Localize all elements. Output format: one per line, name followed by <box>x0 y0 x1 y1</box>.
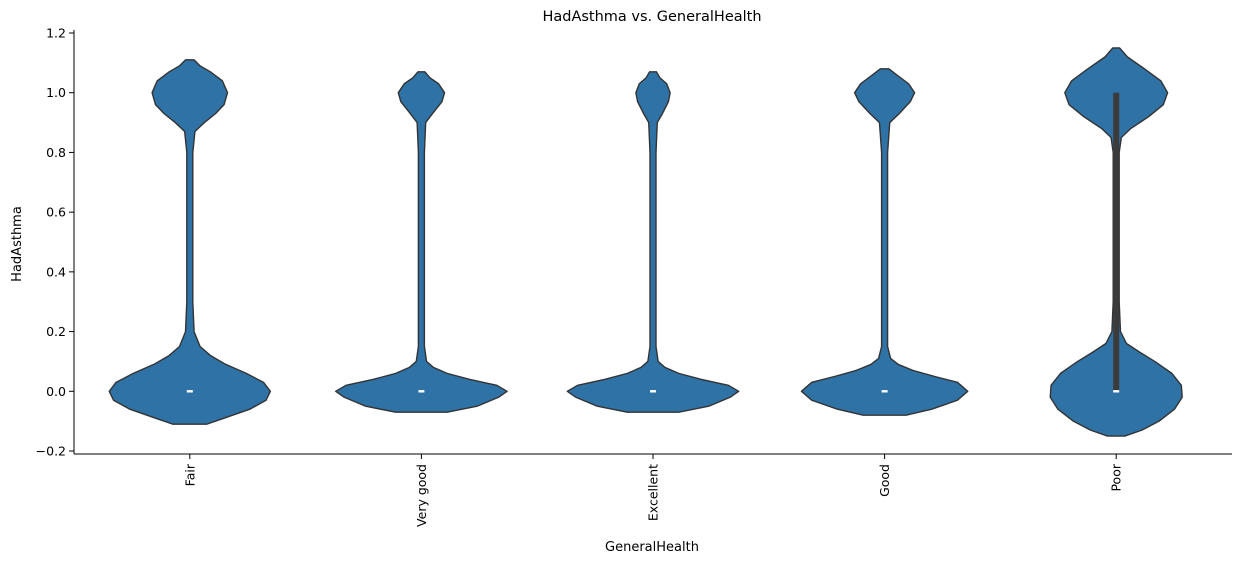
x-tick-label: Very good <box>414 464 429 527</box>
violin-body <box>335 71 508 413</box>
violin-iqr-bar <box>1113 92 1120 392</box>
violin-body <box>108 59 272 425</box>
violin-body <box>566 71 740 413</box>
y-tick-label: 0.4 <box>46 264 66 279</box>
violin-median-marker <box>186 390 193 393</box>
violins-group <box>108 47 1183 437</box>
x-tick-label: Poor <box>1109 463 1124 491</box>
y-axis-title: HadAsthma <box>10 206 25 282</box>
y-axis-ticks: −0.2 0.0 0.2 0.4 0.6 0.8 1.0 1.2 <box>36 25 74 459</box>
violin-body <box>800 68 969 416</box>
chart-title: HadAsthma vs. GeneralHealth <box>542 9 761 25</box>
y-tick-label: −0.2 <box>36 444 66 459</box>
y-tick-label: 0.8 <box>46 145 66 160</box>
y-tick-label: 1.2 <box>46 25 66 40</box>
x-tick-label: Excellent <box>646 464 661 521</box>
violin-median-marker <box>881 390 888 393</box>
x-tick-label: Good <box>877 464 892 497</box>
y-tick-label: 0.2 <box>46 324 66 339</box>
x-tick-label: Fair <box>182 463 197 486</box>
x-axis-ticks: Fair Very good Excellent Good Poor <box>182 454 1124 527</box>
y-tick-label: 0.0 <box>46 384 66 399</box>
x-axis-title: GeneralHealth <box>605 540 699 555</box>
y-tick-label: 0.6 <box>46 205 66 220</box>
violin-median-marker <box>418 390 425 393</box>
violin-median-marker <box>1113 390 1120 393</box>
y-tick-label: 1.0 <box>46 85 66 100</box>
violin-median-marker <box>650 390 656 393</box>
